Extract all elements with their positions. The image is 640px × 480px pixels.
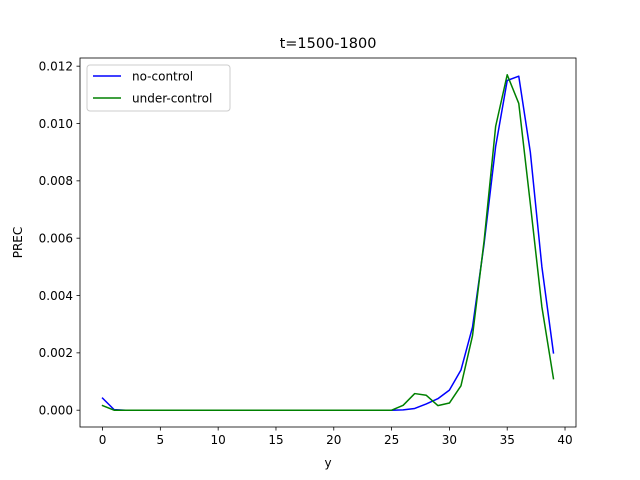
legend-label-no-control: no-control xyxy=(132,70,193,84)
y-tick-label: 0.000 xyxy=(39,403,73,417)
x-tick-label: 10 xyxy=(211,433,226,447)
plot-area-frame xyxy=(79,57,577,428)
x-axis-ticks: 0 5 10 15 20 25 30 35 40 xyxy=(99,427,573,447)
y-axis-ticks: 0.000 0.002 0.004 0.006 0.008 0.010 0.012 xyxy=(39,59,80,417)
x-tick-label: 30 xyxy=(442,433,457,447)
y-tick-label: 0.012 xyxy=(39,59,73,73)
x-axis-label: y xyxy=(324,456,331,470)
y-tick-label: 0.010 xyxy=(39,117,73,131)
x-tick-label: 35 xyxy=(500,433,515,447)
y-tick-label: 0.002 xyxy=(39,346,73,360)
x-tick-label: 25 xyxy=(384,433,399,447)
y-axis-label: PREC xyxy=(11,227,25,259)
series-line-under-control xyxy=(101,74,555,411)
legend-frame xyxy=(86,64,231,112)
y-tick-label: 0.004 xyxy=(39,289,73,303)
y-tick-label: 0.006 xyxy=(39,231,73,245)
legend-label-under-control: under-control xyxy=(132,92,212,106)
x-tick-label: 5 xyxy=(157,433,165,447)
legend: no-control under-control xyxy=(86,64,231,112)
x-tick-label: 15 xyxy=(268,433,283,447)
plot-lines xyxy=(101,74,555,411)
chart-title: t=1500-1800 xyxy=(280,36,377,52)
x-tick-label: 0 xyxy=(99,433,107,447)
x-tick-label: 20 xyxy=(326,433,341,447)
x-tick-label: 40 xyxy=(557,433,572,447)
y-tick-label: 0.008 xyxy=(39,174,73,188)
